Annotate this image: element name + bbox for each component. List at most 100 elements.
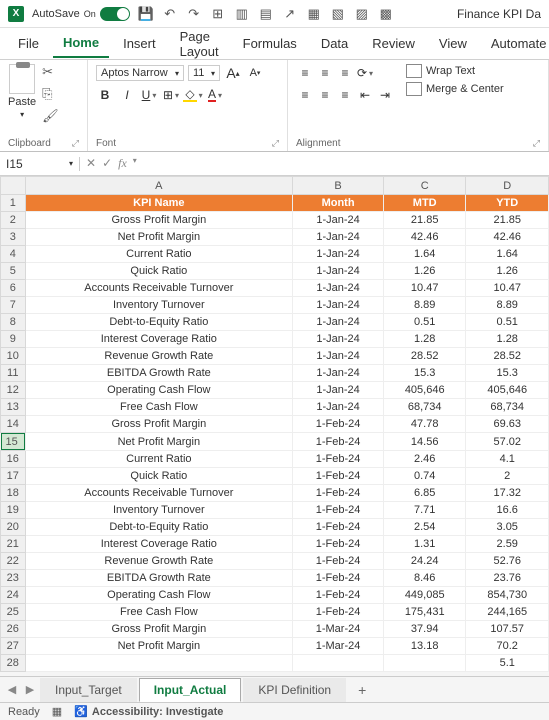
cell[interactable]: Current Ratio [25, 246, 293, 263]
cell[interactable]: 1-Mar-24 [293, 638, 384, 655]
cell[interactable]: 42.46 [466, 229, 549, 246]
cell[interactable]: 107.57 [466, 621, 549, 638]
cell[interactable]: 1.28 [383, 331, 466, 348]
cell[interactable]: Gross Profit Margin [25, 212, 293, 229]
row-header[interactable]: 14 [1, 416, 26, 433]
sheet-nav-prev-icon[interactable]: ◀ [4, 683, 20, 696]
save-icon[interactable]: 💾 [138, 6, 154, 22]
cell[interactable]: 2.54 [383, 519, 466, 536]
row-header[interactable]: 3 [1, 229, 26, 246]
cell[interactable]: 1-Jan-24 [293, 382, 384, 399]
copy-icon[interactable]: ⎘ [42, 86, 59, 102]
cell[interactable]: 16.6 [466, 502, 549, 519]
cell[interactable]: 69.63 [466, 416, 549, 433]
cell[interactable]: 244,165 [466, 604, 549, 621]
table-header-cell[interactable]: Month [293, 195, 384, 212]
increase-indent-icon[interactable]: ⇥ [376, 86, 394, 104]
cell[interactable]: Debt-to-Equity Ratio [25, 314, 293, 331]
row-header[interactable]: 24 [1, 587, 26, 604]
sheet-tab[interactable]: Input_Target [40, 678, 137, 702]
table-header-cell[interactable]: MTD [383, 195, 466, 212]
row-header[interactable]: 6 [1, 280, 26, 297]
cell[interactable]: Revenue Growth Rate [25, 553, 293, 570]
cell[interactable]: 1-Feb-24 [293, 604, 384, 621]
cell[interactable]: Net Profit Margin [25, 229, 293, 246]
row-header[interactable]: 23 [1, 570, 26, 587]
font-name-select[interactable]: Aptos Narrow▾ [96, 65, 184, 81]
cell[interactable]: 10.47 [466, 280, 549, 297]
row-header[interactable]: 5 [1, 263, 26, 280]
tab-page-layout[interactable]: Page Layout [170, 23, 229, 65]
cell[interactable]: 2.59 [466, 536, 549, 553]
cell[interactable]: Operating Cash Flow [25, 587, 293, 604]
row-header[interactable]: 7 [1, 297, 26, 314]
cell[interactable]: 1-Feb-24 [293, 468, 384, 485]
qat-icon-8[interactable]: ▩ [378, 6, 394, 22]
tab-data[interactable]: Data [311, 30, 358, 57]
cell[interactable]: Interest Coverage Ratio [25, 331, 293, 348]
cell[interactable]: 21.85 [383, 212, 466, 229]
enter-formula-icon[interactable]: ✓ [102, 156, 112, 171]
bold-button[interactable]: B [96, 86, 114, 104]
cell[interactable]: 449,085 [383, 587, 466, 604]
cell[interactable]: 17.32 [466, 485, 549, 502]
cell[interactable]: 24.24 [383, 553, 466, 570]
cell[interactable]: 1-Jan-24 [293, 399, 384, 416]
cell[interactable]: EBITDA Growth Rate [25, 365, 293, 382]
cell[interactable]: 1-Feb-24 [293, 553, 384, 570]
cell[interactable]: Net Profit Margin [25, 433, 293, 451]
cell[interactable]: 2 [466, 468, 549, 485]
cell[interactable]: 47.78 [383, 416, 466, 433]
cell[interactable]: 15.3 [466, 365, 549, 382]
cell[interactable]: 1-Feb-24 [293, 451, 384, 468]
row-header[interactable]: 15 [1, 433, 25, 450]
paste-button[interactable]: Paste ▾ [8, 64, 36, 119]
cell[interactable]: 1.28 [466, 331, 549, 348]
align-top-icon[interactable]: ≡ [296, 64, 314, 82]
cell[interactable]: 6.85 [383, 485, 466, 502]
cell[interactable]: 1-Jan-24 [293, 263, 384, 280]
cell[interactable]: 1.64 [466, 246, 549, 263]
row-header[interactable]: 13 [1, 399, 26, 416]
cell[interactable]: 1-Jan-24 [293, 246, 384, 263]
cell[interactable]: Operating Cash Flow [25, 382, 293, 399]
cell[interactable]: 175,431 [383, 604, 466, 621]
cell[interactable]: 14.56 [383, 433, 466, 451]
cell[interactable]: 4.1 [466, 451, 549, 468]
fill-color-button[interactable]: ◇ [184, 86, 202, 104]
cell[interactable]: Inventory Turnover [25, 502, 293, 519]
cell[interactable]: Revenue Growth Rate [25, 348, 293, 365]
cancel-formula-icon[interactable]: ✕ [86, 156, 96, 171]
decrease-indent-icon[interactable]: ⇤ [356, 86, 374, 104]
tab-formulas[interactable]: Formulas [233, 30, 307, 57]
cell[interactable]: Debt-to-Equity Ratio [25, 519, 293, 536]
orientation-icon[interactable]: ⟳ [356, 64, 374, 82]
row-header[interactable]: 22 [1, 553, 26, 570]
row-header[interactable]: 9 [1, 331, 26, 348]
column-header[interactable]: C [383, 177, 466, 195]
qat-icon-1[interactable]: ⊞ [210, 6, 226, 22]
cell[interactable]: 8.89 [383, 297, 466, 314]
cell[interactable]: 1-Feb-24 [293, 416, 384, 433]
cell[interactable]: 1-Feb-24 [293, 570, 384, 587]
column-header[interactable]: D [466, 177, 549, 195]
cell[interactable]: 1-Jan-24 [293, 314, 384, 331]
cell[interactable]: 52.76 [466, 553, 549, 570]
row-header[interactable]: 26 [1, 621, 26, 638]
merge-center-button[interactable]: Merge & Center [406, 82, 504, 96]
alignment-launcher-icon[interactable]: ⤢ [533, 138, 540, 149]
cell[interactable]: 28.52 [466, 348, 549, 365]
clipboard-launcher-icon[interactable]: ⤢ [72, 138, 79, 149]
row-header[interactable]: 8 [1, 314, 26, 331]
cell[interactable]: 37.94 [383, 621, 466, 638]
cell[interactable]: 21.85 [466, 212, 549, 229]
decrease-font-icon[interactable]: A▾ [246, 64, 264, 82]
row-header[interactable]: 4 [1, 246, 26, 263]
cell[interactable] [383, 655, 466, 672]
align-bottom-icon[interactable]: ≡ [336, 64, 354, 82]
cell[interactable]: Gross Profit Margin [25, 621, 293, 638]
border-button[interactable]: ⊞ [162, 86, 180, 104]
cell[interactable]: 8.46 [383, 570, 466, 587]
column-header[interactable]: B [293, 177, 384, 195]
row-header[interactable]: 17 [1, 468, 26, 485]
